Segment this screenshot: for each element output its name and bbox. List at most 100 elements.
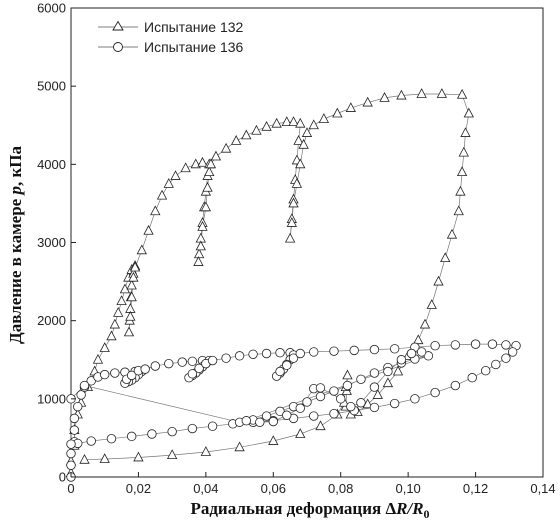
- series-2-point: [389, 344, 400, 354]
- series-2-point: [177, 357, 187, 367]
- series-1-point: [295, 158, 306, 169]
- series-1-point: [129, 261, 141, 272]
- series-1-point: [99, 342, 110, 352]
- series-1-point: [268, 435, 279, 445]
- series-1-point: [200, 201, 212, 212]
- series-1-point: [92, 353, 104, 364]
- series-1-point: [200, 446, 212, 456]
- series-2-point: [501, 340, 511, 350]
- series-1-point: [392, 365, 404, 376]
- series-1-point: [109, 318, 120, 329]
- series-1-point: [241, 129, 252, 140]
- series-1-point: [446, 228, 458, 239]
- x-tick-label: 0,02: [126, 481, 151, 496]
- series-2-point: [396, 355, 407, 365]
- series-2-point: [187, 356, 198, 367]
- series-1-point: [197, 156, 208, 167]
- series-2-point: [356, 374, 366, 384]
- series-1-point: [440, 252, 451, 263]
- series-2-point: [241, 416, 252, 426]
- series-1-point: [295, 117, 306, 128]
- series-2-point: [110, 368, 120, 378]
- series-1-point: [293, 135, 304, 145]
- series-2-point: [282, 410, 292, 420]
- series-2-point: [329, 346, 339, 356]
- series-2-point: [491, 359, 501, 370]
- series-1-point: [419, 318, 431, 329]
- y-tick-label: 4000: [37, 157, 66, 172]
- series-2-point: [194, 363, 204, 374]
- series-1-point: [126, 279, 137, 290]
- series-1-point: [342, 369, 353, 380]
- series-2-point: [309, 347, 319, 357]
- series-2-point: [467, 373, 477, 383]
- series-1-point: [456, 88, 468, 99]
- series-1-point: [193, 248, 205, 259]
- series-2-point: [329, 386, 339, 396]
- series-1-point: [195, 240, 206, 251]
- series-1-point: [202, 181, 213, 192]
- series-1-point: [170, 170, 181, 180]
- series-2-point: [140, 364, 150, 374]
- series-2-point: [261, 411, 272, 421]
- series-2-point: [369, 344, 380, 355]
- series-2-point: [126, 370, 137, 381]
- series-1-point: [128, 271, 139, 282]
- series-1-point: [286, 217, 297, 227]
- series-2-point: [342, 380, 353, 391]
- series-2-point: [346, 401, 356, 412]
- series-2-point: [275, 348, 285, 358]
- series-2-point: [106, 433, 117, 444]
- series-1-point: [210, 150, 222, 161]
- series-2-point: [187, 369, 198, 379]
- series-2-point: [450, 340, 461, 350]
- series-1-point: [318, 113, 330, 123]
- y-tick-label: 0: [59, 470, 66, 485]
- series-2-point: [126, 431, 137, 442]
- y-tick-label: 1000: [37, 391, 66, 406]
- series-1-point: [126, 291, 137, 302]
- series-1-point: [284, 232, 296, 243]
- series-1-point: [463, 107, 474, 118]
- series-2-point: [356, 398, 366, 408]
- series-1-point: [193, 256, 204, 266]
- series-2-point: [79, 380, 90, 391]
- series-1-point: [166, 449, 178, 460]
- series-1-point: [288, 116, 299, 127]
- series-1-point: [106, 330, 117, 341]
- series-1-point: [261, 120, 272, 131]
- series-1-point: [426, 299, 437, 309]
- series-2-point: [86, 436, 96, 446]
- x-tick-label: 0,14: [530, 481, 555, 496]
- series-1-point: [416, 88, 427, 98]
- series-1-point: [332, 107, 343, 118]
- series-1-point: [315, 420, 326, 431]
- y-tick-label: 6000: [37, 1, 66, 16]
- series-1-point: [433, 275, 444, 286]
- series-1-point: [372, 389, 383, 399]
- series-1-point: [204, 166, 215, 177]
- series-1-point: [295, 428, 306, 438]
- series-1-point: [298, 138, 309, 149]
- series-2-point: [406, 348, 417, 359]
- series-2-point: [288, 353, 299, 363]
- series-1-point: [396, 89, 407, 100]
- series-2-point: [315, 383, 326, 393]
- series-2-point: [207, 421, 218, 431]
- series-2-point: [369, 368, 380, 378]
- series-1-point: [143, 224, 154, 235]
- series-2-point: [410, 394, 420, 404]
- series-2-point: [261, 348, 272, 359]
- series-2-point: [336, 394, 346, 404]
- series-2-point: [282, 360, 292, 370]
- series-1-point: [281, 116, 292, 127]
- series-2-point: [295, 348, 305, 359]
- series-2-point: [76, 390, 86, 400]
- series-2-point: [150, 361, 160, 371]
- series-1-point: [133, 451, 144, 462]
- series-2-point: [349, 345, 359, 356]
- series-2-point: [369, 382, 380, 392]
- series-1-point: [180, 162, 191, 173]
- series-1-point: [231, 135, 242, 145]
